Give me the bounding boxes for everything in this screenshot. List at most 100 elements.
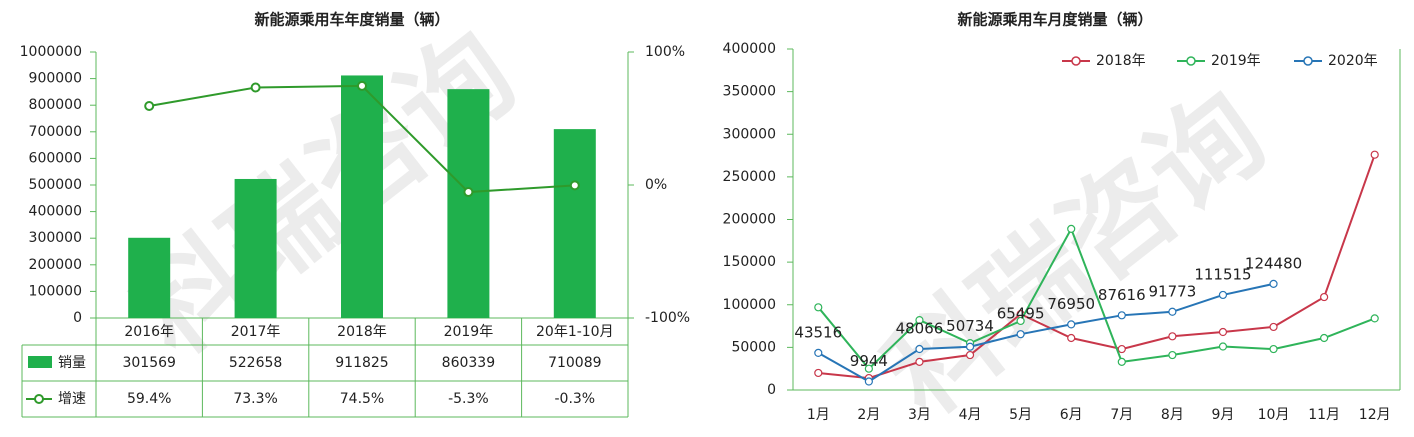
series-point bbox=[915, 344, 924, 354]
series-point bbox=[1320, 292, 1329, 302]
table-value: 911825 bbox=[335, 355, 388, 371]
data-label: 9944 bbox=[850, 352, 888, 370]
series-point bbox=[1117, 344, 1126, 354]
series-line bbox=[818, 154, 1376, 380]
series-line bbox=[817, 282, 1274, 383]
series-point bbox=[1218, 342, 1228, 351]
series-point bbox=[1168, 332, 1177, 341]
data-label: 48066 bbox=[896, 320, 944, 338]
y-tick-label: 200000 bbox=[723, 212, 776, 228]
table-value: 710089 bbox=[548, 355, 601, 371]
y-tick-label: 100000 bbox=[723, 297, 776, 313]
y-tick-label: 400000 bbox=[29, 204, 82, 220]
y-tick-label: 900000 bbox=[29, 71, 82, 87]
series-point bbox=[864, 364, 873, 373]
series-point bbox=[915, 357, 924, 366]
x-tick-label: 1月 bbox=[807, 407, 830, 423]
x-tick-label: 12月 bbox=[1359, 407, 1391, 423]
y-tick-label: 250000 bbox=[723, 169, 776, 185]
y-tick-label: 300000 bbox=[723, 126, 776, 142]
growth-point bbox=[357, 80, 367, 91]
legend-label: 增速 bbox=[58, 391, 86, 407]
table-value: 74.5% bbox=[340, 391, 384, 407]
y-tick-label: 800000 bbox=[29, 97, 82, 113]
legend-key bbox=[1303, 56, 1313, 66]
y2-tick-label: 0% bbox=[645, 177, 667, 193]
x-tick-label: 2017年 bbox=[231, 324, 281, 340]
table-value: -0.3% bbox=[554, 391, 595, 407]
series-point bbox=[1370, 314, 1379, 323]
growth-point bbox=[569, 180, 580, 191]
bar bbox=[234, 178, 277, 318]
table-value: 73.3% bbox=[233, 391, 277, 407]
legend-label: 2020年 bbox=[1328, 53, 1378, 69]
x-tick-label: 5月 bbox=[1009, 407, 1032, 423]
series-point bbox=[1117, 311, 1126, 320]
series-point bbox=[915, 315, 924, 325]
y-tick-label: 50000 bbox=[731, 339, 776, 355]
table-value: 522658 bbox=[229, 355, 282, 371]
x-tick-label: 7月 bbox=[1110, 407, 1133, 423]
x-tick-label: 11月 bbox=[1308, 407, 1340, 423]
chart-title: 新能源乘用车月度销量（辆） bbox=[957, 11, 1152, 29]
y-tick-label: 100000 bbox=[29, 283, 82, 299]
series-point bbox=[1117, 357, 1126, 366]
series-point bbox=[814, 368, 823, 378]
x-tick-label: 2018年 bbox=[337, 324, 387, 340]
growth-point bbox=[144, 100, 155, 111]
data-label: 65495 bbox=[997, 305, 1045, 323]
y-tick-label: 350000 bbox=[723, 84, 776, 100]
legend-label: 2019年 bbox=[1211, 53, 1261, 69]
series-point bbox=[864, 377, 873, 386]
data-label: 111515 bbox=[1194, 265, 1251, 283]
growth-point bbox=[463, 187, 474, 198]
series-point bbox=[1269, 322, 1278, 332]
series-point bbox=[1370, 150, 1379, 159]
series-point bbox=[1269, 344, 1278, 354]
x-tick-label: 9月 bbox=[1211, 407, 1234, 423]
series-point bbox=[1016, 330, 1025, 339]
y-tick-label: 1000000 bbox=[20, 44, 82, 60]
y-tick-label: 600000 bbox=[29, 150, 82, 166]
table-value: 301569 bbox=[122, 355, 175, 371]
y-tick-label: 200000 bbox=[29, 257, 82, 273]
y-tick-label: 500000 bbox=[29, 177, 82, 193]
data-label: 87616 bbox=[1098, 286, 1146, 304]
y2-tick-label: -100% bbox=[645, 310, 690, 326]
series-point bbox=[1168, 350, 1177, 360]
series-point bbox=[1320, 333, 1329, 343]
series-line bbox=[817, 226, 1376, 371]
series-point bbox=[965, 342, 975, 351]
y-tick-label: 0 bbox=[73, 310, 82, 326]
x-tick-label: 2016年 bbox=[124, 324, 174, 340]
legend-label: 销量 bbox=[58, 355, 86, 371]
growth-point bbox=[250, 82, 261, 93]
x-tick-label: 20年1-10月 bbox=[536, 324, 614, 340]
x-tick-label: 8月 bbox=[1161, 407, 1184, 423]
data-label: 91773 bbox=[1149, 282, 1197, 300]
series-point bbox=[1269, 279, 1278, 288]
legend-key bbox=[1071, 56, 1081, 66]
x-tick-label: 2月 bbox=[857, 407, 880, 423]
series-point bbox=[1168, 307, 1177, 316]
y-tick-label: 0 bbox=[767, 382, 776, 398]
data-label: 124480 bbox=[1245, 254, 1302, 272]
data-label: 76950 bbox=[1047, 295, 1095, 313]
x-tick-label: 10月 bbox=[1258, 407, 1290, 423]
y-tick-label: 700000 bbox=[29, 124, 82, 140]
series-point bbox=[1016, 316, 1025, 326]
data-label: 43516 bbox=[794, 323, 842, 341]
x-tick-label: 3月 bbox=[908, 407, 931, 423]
series-point bbox=[1218, 290, 1228, 300]
table-value: 860339 bbox=[442, 355, 495, 371]
series-point bbox=[814, 348, 823, 358]
y-tick-label: 300000 bbox=[29, 230, 82, 246]
legend-label: 2018年 bbox=[1096, 53, 1146, 69]
chart-title: 新能源乘用车年度销量（辆） bbox=[254, 11, 449, 29]
bar bbox=[447, 89, 490, 318]
series-point bbox=[1218, 327, 1228, 337]
x-tick-label: 4月 bbox=[959, 407, 982, 423]
series-point bbox=[1067, 224, 1076, 233]
series-point bbox=[1067, 333, 1076, 343]
